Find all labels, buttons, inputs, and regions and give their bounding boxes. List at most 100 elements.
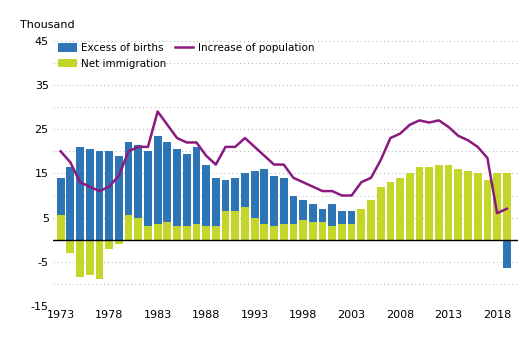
Increase of population	[445, 125, 452, 129]
Bar	[464, 209, 472, 240]
Bar	[299, 220, 307, 240]
Bar	[454, 207, 462, 240]
Bar	[425, 167, 433, 240]
Bar	[318, 222, 326, 240]
Bar	[396, 178, 404, 240]
Bar	[125, 216, 132, 240]
Bar	[503, 173, 510, 240]
Bar	[493, 226, 501, 240]
Bar	[134, 145, 142, 240]
Increase of population	[309, 185, 316, 189]
Increase of population	[436, 118, 442, 122]
Bar	[222, 211, 230, 240]
Increase of population	[125, 149, 132, 153]
Increase of population	[397, 132, 403, 136]
Bar	[183, 226, 190, 240]
Bar	[435, 195, 443, 240]
Bar	[377, 187, 385, 240]
Bar	[348, 211, 355, 240]
Increase of population	[232, 145, 239, 149]
Increase of population	[426, 121, 432, 125]
Bar	[318, 209, 326, 240]
Increase of population	[465, 138, 471, 142]
Bar	[329, 226, 336, 240]
Bar	[67, 240, 74, 253]
Bar	[406, 193, 414, 240]
Bar	[270, 226, 278, 240]
Bar	[329, 204, 336, 240]
Bar	[280, 178, 288, 240]
Legend: Excess of births, Net immigration, Increase of population: Excess of births, Net immigration, Incre…	[58, 44, 314, 69]
Bar	[416, 167, 423, 240]
Bar	[260, 224, 268, 240]
Bar	[309, 222, 317, 240]
Bar	[125, 142, 132, 240]
Increase of population	[271, 163, 277, 167]
Bar	[76, 147, 84, 240]
Text: Thousand: Thousand	[20, 20, 75, 30]
Bar	[105, 151, 113, 240]
Increase of population	[135, 145, 141, 149]
Bar	[222, 180, 230, 240]
Bar	[115, 240, 123, 244]
Increase of population	[280, 163, 287, 167]
Bar	[212, 178, 220, 240]
Bar	[280, 224, 288, 240]
Bar	[115, 156, 123, 240]
Bar	[231, 178, 239, 240]
Bar	[193, 147, 200, 240]
Increase of population	[242, 136, 248, 140]
Bar	[289, 195, 297, 240]
Bar	[202, 165, 210, 240]
Increase of population	[193, 140, 199, 144]
Bar	[484, 180, 491, 240]
Bar	[251, 171, 259, 240]
Increase of population	[77, 180, 83, 184]
Bar	[57, 216, 65, 240]
Increase of population	[320, 189, 326, 193]
Increase of population	[455, 134, 461, 138]
Bar	[86, 149, 94, 240]
Bar	[367, 209, 375, 240]
Bar	[144, 151, 152, 240]
Increase of population	[290, 176, 297, 180]
Bar	[202, 226, 210, 240]
Increase of population	[416, 118, 423, 122]
Bar	[270, 176, 278, 240]
Bar	[96, 151, 103, 240]
Bar	[299, 200, 307, 240]
Increase of population	[378, 158, 384, 162]
Bar	[76, 240, 84, 277]
Increase of population	[87, 185, 93, 189]
Increase of population	[504, 207, 510, 211]
Bar	[86, 240, 94, 275]
Bar	[163, 142, 171, 240]
Increase of population	[339, 193, 345, 198]
Bar	[163, 222, 171, 240]
Bar	[358, 211, 365, 240]
Bar	[367, 200, 375, 240]
Bar	[173, 226, 181, 240]
Bar	[212, 226, 220, 240]
Line: Increase of population: Increase of population	[61, 112, 507, 213]
Bar	[464, 171, 472, 240]
Bar	[289, 224, 297, 240]
Bar	[183, 154, 190, 240]
Bar	[231, 211, 239, 240]
Increase of population	[261, 154, 268, 158]
Increase of population	[300, 180, 306, 184]
Bar	[425, 195, 433, 240]
Bar	[241, 207, 249, 240]
Increase of population	[116, 174, 122, 178]
Increase of population	[106, 185, 112, 189]
Bar	[251, 218, 259, 240]
Increase of population	[387, 136, 394, 140]
Increase of population	[349, 193, 355, 198]
Increase of population	[154, 109, 161, 114]
Bar	[377, 213, 385, 240]
Increase of population	[203, 154, 209, 158]
Bar	[154, 136, 161, 240]
Bar	[454, 169, 462, 240]
Bar	[435, 165, 443, 240]
Bar	[493, 173, 501, 240]
